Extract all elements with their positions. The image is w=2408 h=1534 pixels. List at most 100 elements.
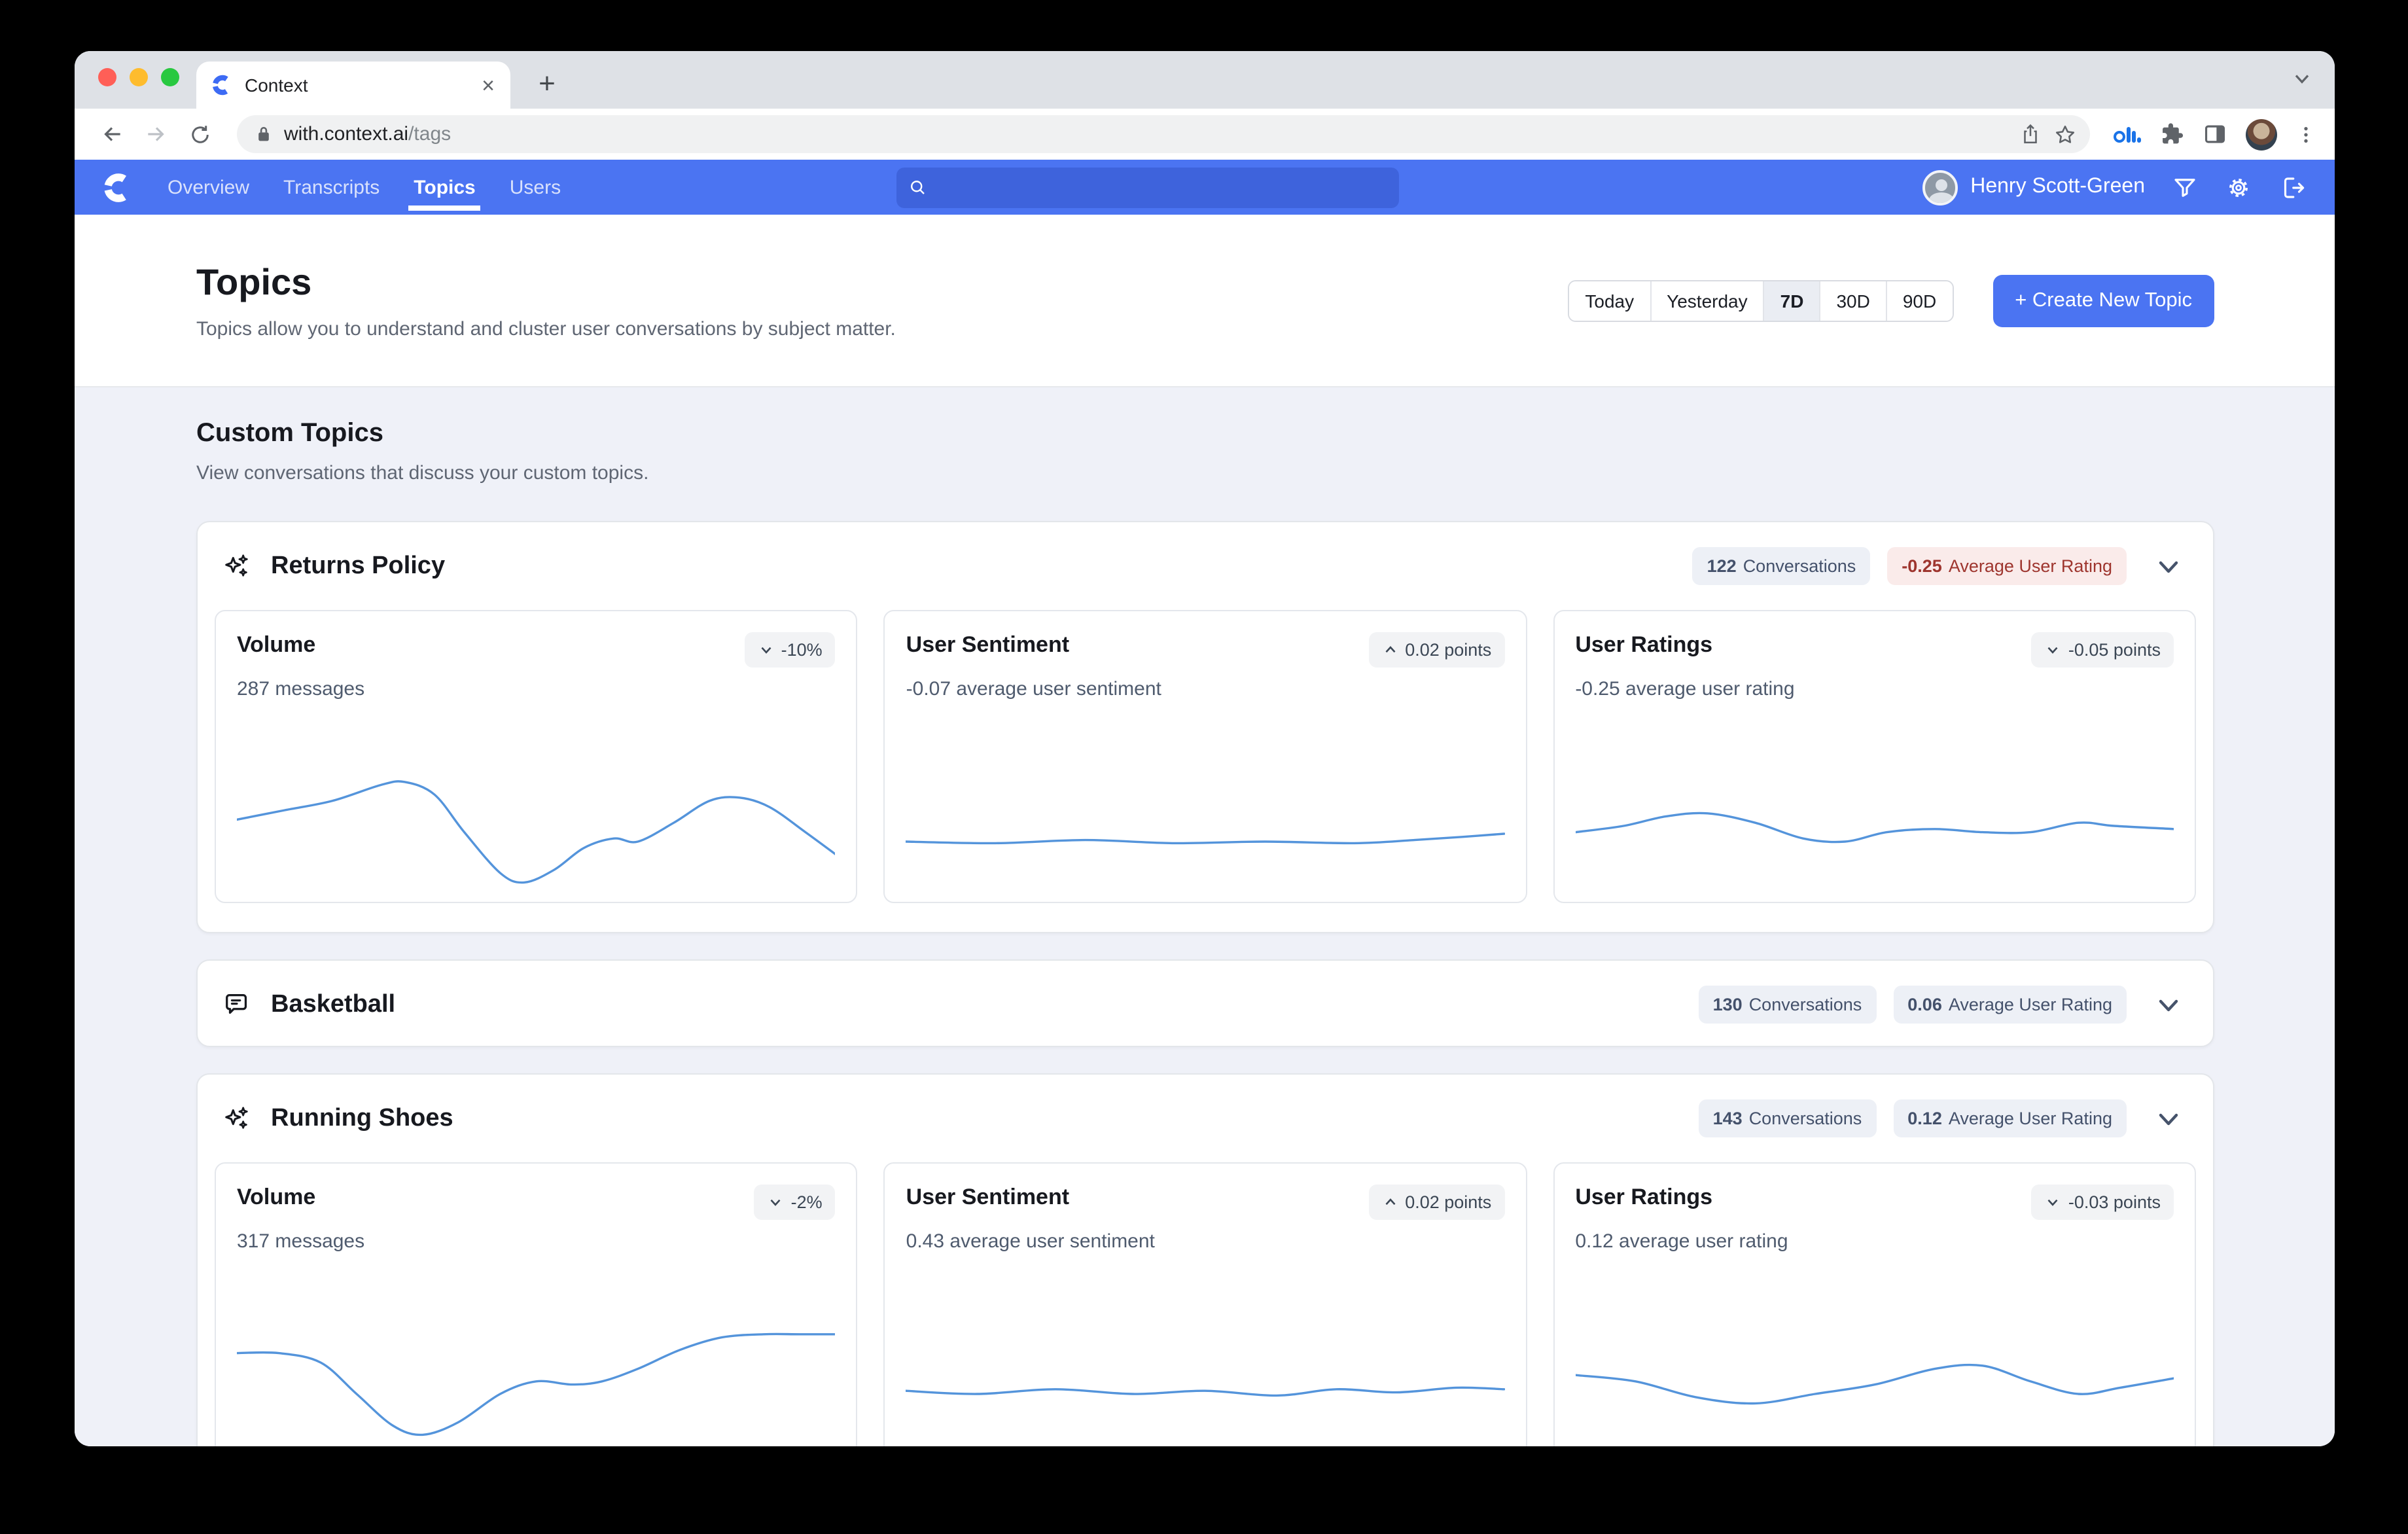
lock-icon[interactable] [255, 124, 272, 144]
user-name: Henry Scott-Green [1970, 175, 2145, 198]
trend-direction-icon [1385, 646, 1395, 653]
side-panel-icon[interactable] [2203, 122, 2227, 147]
metric-title: User Ratings [1575, 632, 1713, 657]
topic-header: Basketball 130 Conversations 0.06 Average … [198, 961, 2213, 1046]
topic-metrics-row: Volume -2% 317 messages User Sentiment [198, 1160, 2213, 1446]
metric-subtitle: -0.25 average user rating [1575, 678, 1795, 700]
app-search[interactable] [896, 167, 1399, 207]
delta-pill: 0.02 points [1368, 1185, 1505, 1220]
browser-profile-avatar[interactable] [2246, 118, 2277, 150]
url-path: /tags [408, 123, 452, 145]
user-account-chip[interactable]: Henry Scott-Green [1922, 169, 2145, 205]
delta-pill: -2% [754, 1185, 836, 1220]
share-icon[interactable] [2019, 123, 2041, 145]
delta-pill: 0.02 points [1368, 632, 1505, 668]
close-window-button[interactable] [98, 68, 116, 86]
fullscreen-window-button[interactable] [161, 68, 179, 86]
metric-card-user-sentiment: User Sentiment 0.02 points 0.43 average … [883, 1162, 1527, 1446]
metric-title: User Sentiment [906, 632, 1070, 657]
context-logo[interactable] [103, 172, 133, 202]
metric-card-volume: Volume -2% 317 messages [215, 1162, 858, 1446]
search-input[interactable] [938, 177, 1387, 198]
metric-card-user-ratings: User Ratings -0.05 points -0.25 average … [1553, 610, 2196, 903]
sentiment-sparkline-chart [906, 1315, 1505, 1441]
range-today-button[interactable]: Today [1569, 281, 1652, 320]
collapse-chevron-icon[interactable] [2153, 550, 2184, 582]
topic-card-running-shoes: Running Shoes 143 Conversations 0.12 Avera… [196, 1073, 2214, 1446]
topic-card-returns-policy: Returns Policy 122 Conversations -0.25 Ave… [196, 521, 2214, 933]
collapse-chevron-icon[interactable] [2153, 1103, 2184, 1134]
conversations-badge: 143 Conversations [1698, 1099, 1877, 1137]
topic-card-basketball: Basketball 130 Conversations 0.06 Average … [196, 959, 2214, 1047]
metric-card-user-ratings: User Ratings -0.03 points 0.12 average u… [1553, 1162, 2196, 1446]
metric-title: Volume [237, 632, 316, 657]
otter-extension-icon[interactable] [2113, 126, 2141, 142]
browser-menu-icon[interactable] [2295, 124, 2316, 145]
trend-direction-icon [761, 647, 771, 654]
volume-sparkline-chart [237, 763, 836, 889]
nav-item-topics[interactable]: Topics [408, 160, 482, 215]
url-bar[interactable]: with.context.ai/tags [237, 115, 2090, 153]
time-range-selector: Today Yesterday 7D 30D 90D [1568, 279, 1954, 321]
chat-bubble-icon [226, 993, 247, 1014]
browser-tab[interactable]: Context × [196, 62, 510, 109]
rating-badge: -0.25 Average User Rating [1887, 547, 2127, 585]
context-favicon [212, 75, 233, 96]
trend-direction-icon [1385, 1198, 1395, 1205]
url-host: with.context.ai [284, 123, 409, 145]
toolbar-extensions [2113, 118, 2316, 150]
topic-header: Returns Policy 122 Conversations -0.25 Ave… [198, 522, 2213, 607]
section-title: Custom Topics [196, 419, 383, 448]
range-7d-button[interactable]: 7D [1764, 281, 1821, 320]
delta-pill: -0.05 points [2031, 632, 2174, 668]
minimize-window-button[interactable] [130, 68, 148, 86]
page-header: Topics Topics allow you to understand an… [75, 215, 2335, 387]
rating-badge: 0.06 Average User Rating [1893, 986, 2127, 1024]
expand-chevron-icon[interactable] [2153, 989, 2184, 1020]
topic-header: Running Shoes 143 Conversations 0.12 Avera… [198, 1075, 2213, 1160]
close-tab-icon[interactable]: × [482, 73, 495, 98]
create-new-topic-button[interactable]: + Create New Topic [1992, 274, 2214, 327]
forward-button[interactable] [137, 116, 174, 152]
search-icon [910, 180, 924, 194]
main-content: Custom Topics View conversations that di… [75, 387, 2335, 1446]
primary-nav: Overview Transcripts Topics Users [168, 160, 561, 215]
sign-out-icon[interactable] [2278, 173, 2306, 201]
topic-name: Running Shoes [271, 1104, 453, 1132]
tab-search-icon[interactable] [2290, 67, 2314, 90]
range-30d-button[interactable]: 30D [1820, 281, 1887, 320]
nav-item-transcripts[interactable]: Transcripts [283, 176, 380, 198]
extensions-puzzle-icon[interactable] [2159, 122, 2184, 147]
topic-name: Basketball [271, 990, 396, 1018]
reload-button[interactable] [182, 116, 219, 152]
settings-gear-icon[interactable] [2225, 173, 2252, 201]
url-text: with.context.ai/tags [284, 123, 2007, 145]
nav-item-users[interactable]: Users [509, 176, 561, 198]
metric-subtitle: -0.07 average user sentiment [906, 678, 1161, 700]
bookmark-star-icon[interactable] [2053, 122, 2076, 146]
back-button[interactable] [93, 116, 130, 152]
range-yesterday-button[interactable]: Yesterday [1651, 281, 1765, 320]
trend-direction-icon [2048, 647, 2059, 654]
delta-pill: -0.03 points [2031, 1185, 2174, 1220]
tab-title: Context [245, 75, 308, 96]
metric-title: User Ratings [1575, 1185, 1713, 1209]
nav-item-overview[interactable]: Overview [168, 176, 250, 198]
conversations-badge: 130 Conversations [1698, 986, 1877, 1024]
topic-name: Returns Policy [271, 552, 446, 579]
section-subtitle: View conversations that discuss your cus… [196, 462, 649, 484]
metric-card-user-sentiment: User Sentiment 0.02 points -0.07 average… [883, 610, 1527, 903]
metric-subtitle: 287 messages [237, 678, 365, 700]
filter-funnel-icon[interactable] [2171, 173, 2199, 201]
new-tab-button[interactable]: + [539, 67, 556, 99]
browser-window: Context × + with.context.ai/tags [75, 51, 2335, 1446]
delta-pill: -10% [744, 632, 836, 668]
trend-direction-icon [771, 1199, 781, 1206]
navbar-right: Henry Scott-Green [1922, 169, 2306, 205]
metric-card-volume: Volume -10% 287 messages [215, 610, 858, 903]
rating-badge: 0.12 Average User Rating [1893, 1099, 2127, 1137]
app-navbar: Overview Transcripts Topics Users Henry … [75, 160, 2335, 215]
ratings-sparkline-chart [1575, 763, 2174, 889]
range-90d-button[interactable]: 90D [1886, 281, 1953, 320]
